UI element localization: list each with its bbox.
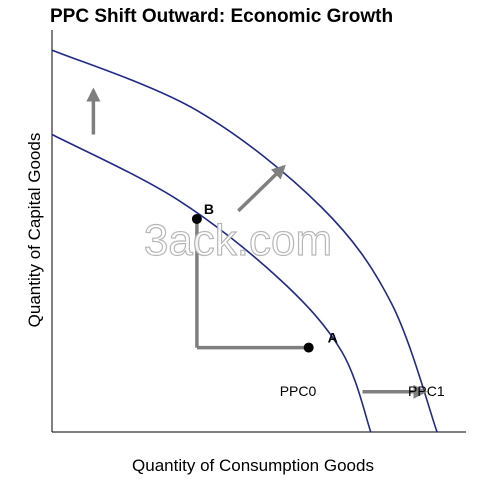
point-label-a: A — [328, 330, 338, 346]
point-label-b: B — [204, 201, 214, 217]
ppc-curve-ppc1 — [51, 49, 438, 433]
ppc-curve-ppc0 — [51, 133, 372, 433]
point-a — [303, 342, 314, 353]
curve-label-ppc0: PPC0 — [280, 383, 317, 399]
x-axis-label: Quantity of Consumption Goods — [132, 456, 374, 475]
watermark-text: 3ack.com — [144, 216, 332, 265]
chart-title: PPC Shift Outward: Economic Growth — [50, 6, 393, 27]
shift-arrow-3 — [237, 164, 286, 213]
y-axis-label: Quantity of Capital Goods — [25, 133, 44, 328]
curve-label-ppc1: PPC1 — [408, 383, 445, 399]
point-b — [191, 213, 202, 224]
